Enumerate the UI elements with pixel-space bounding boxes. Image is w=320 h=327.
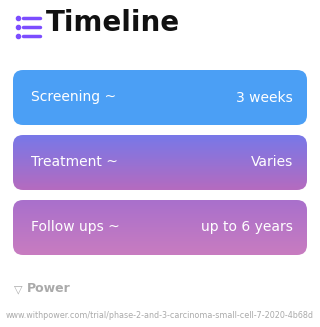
Text: up to 6 years: up to 6 years bbox=[201, 220, 293, 234]
Text: Treatment ~: Treatment ~ bbox=[31, 156, 118, 169]
Text: Power: Power bbox=[27, 283, 71, 296]
Text: Varies: Varies bbox=[251, 156, 293, 169]
Text: 3 weeks: 3 weeks bbox=[236, 91, 293, 105]
Text: Timeline: Timeline bbox=[46, 9, 180, 37]
FancyBboxPatch shape bbox=[13, 70, 307, 125]
Text: ▽: ▽ bbox=[14, 284, 22, 294]
Text: Screening ~: Screening ~ bbox=[31, 91, 116, 105]
Text: Follow ups ~: Follow ups ~ bbox=[31, 220, 120, 234]
Text: www.withpower.com/trial/phase-2-and-3-carcinoma-small-cell-7-2020-4b68d: www.withpower.com/trial/phase-2-and-3-ca… bbox=[6, 311, 314, 319]
